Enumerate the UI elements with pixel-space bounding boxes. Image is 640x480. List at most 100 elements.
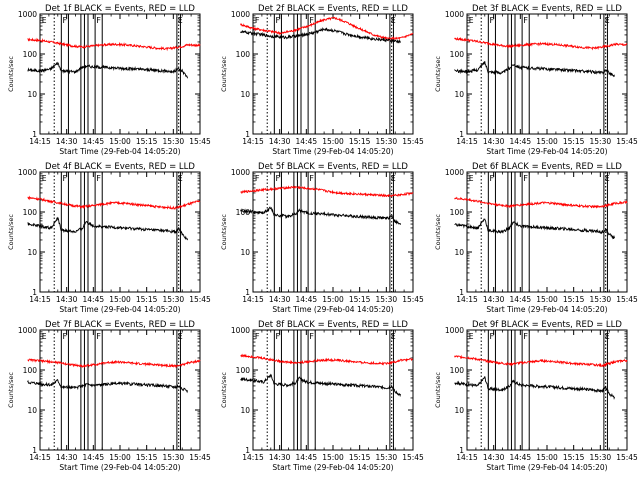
x-tick-label: 14:30 <box>483 453 505 462</box>
y-axis-label: Counts/sec <box>220 372 228 408</box>
panel-1: Det 1f BLACK = Events, RED = LLD 1 10 100 10… <box>7 4 211 156</box>
y-axis-label: Counts/sec <box>7 56 15 92</box>
y-tick-label: 10 <box>240 90 250 99</box>
x-tick-label: 14:15 <box>29 295 51 304</box>
x-tick-label: 15:00 <box>536 137 558 146</box>
x-axis-label: Start Time (29-Feb-04 14:05:20) <box>59 147 180 156</box>
x-tick-label: 14:45 <box>510 137 532 146</box>
flag-label: E <box>42 16 47 25</box>
x-tick-label: 14:15 <box>29 453 51 462</box>
x-tick-label: 14:15 <box>456 137 478 146</box>
panel-4: Det 4f BLACK = Events, RED = LLD 1 10 100 10… <box>7 162 211 314</box>
panel-6: Det 6f BLACK = Events, RED = LLD 1 10 100 10… <box>434 162 638 314</box>
x-tick-label: 15:30 <box>376 295 398 304</box>
x-tick-label: 15:45 <box>402 295 424 304</box>
y-tick-label: 100 <box>236 50 251 59</box>
x-tick-label: 15:00 <box>322 137 344 146</box>
panel-2: Det 2f BLACK = Events, RED = LLD 1 10 100 10… <box>220 4 424 156</box>
x-tick-label: 15:15 <box>563 137 585 146</box>
panel-9: Det 9f BLACK = Events, RED = LLD 1 10 100 10… <box>434 320 638 472</box>
x-tick-label: 15:30 <box>376 137 398 146</box>
flag-label: F <box>489 174 494 183</box>
flag-label: E <box>391 332 396 341</box>
panel-title: Det 7f BLACK = Events, RED = LLD <box>45 320 195 330</box>
y-tick-label: 1000 <box>231 168 250 177</box>
x-tick-label: 14:45 <box>83 453 105 462</box>
y-axis-label: Counts/sec <box>434 372 442 408</box>
x-tick-label: 15:45 <box>402 137 424 146</box>
x-tick-label: 15:00 <box>536 295 558 304</box>
flag-label: F <box>309 174 314 183</box>
y-tick-label: 10 <box>240 406 250 415</box>
flag-label: F <box>523 16 528 25</box>
y-axis-label: Counts/sec <box>434 214 442 250</box>
y-axis-label: Counts/sec <box>220 56 228 92</box>
x-tick-label: 15:45 <box>189 453 211 462</box>
flag-label: F <box>275 332 280 341</box>
y-tick-label: 1000 <box>231 10 250 19</box>
events-series-line <box>27 378 188 394</box>
y-tick-label: 100 <box>23 208 38 217</box>
flag-label: F <box>523 174 528 183</box>
x-tick-label: 15:45 <box>189 295 211 304</box>
panel-title: Det 2f BLACK = Events, RED = LLD <box>258 4 408 14</box>
y-tick-label: 1000 <box>18 10 37 19</box>
flag-label: E <box>178 16 183 25</box>
x-axis-label: Start Time (29-Feb-04 14:05:20) <box>486 463 607 472</box>
y-tick-label: 1 <box>459 446 464 455</box>
y-tick-label: 1000 <box>18 168 37 177</box>
x-tick-label: 14:30 <box>269 453 291 462</box>
x-tick-label: 14:15 <box>242 295 264 304</box>
events-series-line <box>454 376 615 400</box>
x-tick-label: 15:30 <box>590 137 612 146</box>
y-axis-label: Counts/sec <box>7 214 15 250</box>
y-tick-label: 1000 <box>445 10 464 19</box>
x-tick-label: 14:30 <box>269 137 291 146</box>
y-tick-label: 1 <box>32 130 37 139</box>
y-tick-label: 10 <box>240 248 250 257</box>
x-tick-label: 14:15 <box>242 453 264 462</box>
x-axis-label: Start Time (29-Feb-04 14:05:20) <box>272 463 393 472</box>
panel-title: Det 9f BLACK = Events, RED = LLD <box>472 320 622 330</box>
flag-label: E <box>605 16 610 25</box>
flag-label: F <box>489 16 494 25</box>
flag-label: F <box>309 16 314 25</box>
x-tick-label: 15:15 <box>136 453 158 462</box>
plot-frame <box>39 329 201 451</box>
lld-series-line <box>454 36 628 51</box>
flag-label: F <box>62 16 67 25</box>
plot-frame <box>252 329 414 451</box>
flag-label: E <box>469 332 474 341</box>
y-tick-label: 1000 <box>445 326 464 335</box>
x-tick-label: 14:45 <box>510 295 532 304</box>
x-tick-label: 14:15 <box>29 137 51 146</box>
flag-label: E <box>42 174 47 183</box>
y-tick-label: 1 <box>245 446 250 455</box>
x-tick-label: 15:15 <box>349 295 371 304</box>
panel-title: Det 6f BLACK = Events, RED = LLD <box>472 162 622 172</box>
panel-title: Det 4f BLACK = Events, RED = LLD <box>45 162 195 172</box>
x-tick-label: 15:45 <box>189 137 211 146</box>
x-axis-label: Start Time (29-Feb-04 14:05:20) <box>59 463 180 472</box>
flag-label: E <box>469 174 474 183</box>
x-tick-label: 15:45 <box>616 137 638 146</box>
y-tick-label: 100 <box>236 208 251 217</box>
events-series-line <box>454 61 615 78</box>
x-tick-label: 15:30 <box>590 453 612 462</box>
panel-title: Det 3f BLACK = Events, RED = LLD <box>472 4 622 14</box>
panel-8: Det 8f BLACK = Events, RED = LLD 1 10 100 10… <box>220 320 424 472</box>
x-tick-label: 15:30 <box>163 137 185 146</box>
x-tick-label: 15:00 <box>109 137 131 146</box>
y-tick-label: 1000 <box>445 168 464 177</box>
y-tick-label: 10 <box>454 90 464 99</box>
flag-label: E <box>178 332 183 341</box>
x-tick-label: 15:30 <box>376 453 398 462</box>
panel-title: Det 1f BLACK = Events, RED = LLD <box>45 4 195 14</box>
x-tick-label: 15:15 <box>136 295 158 304</box>
y-tick-label: 1 <box>32 446 37 455</box>
y-axis-label: Counts/sec <box>220 214 228 250</box>
y-tick-label: 1 <box>459 288 464 297</box>
x-tick-label: 14:45 <box>83 295 105 304</box>
y-tick-label: 1000 <box>231 326 250 335</box>
